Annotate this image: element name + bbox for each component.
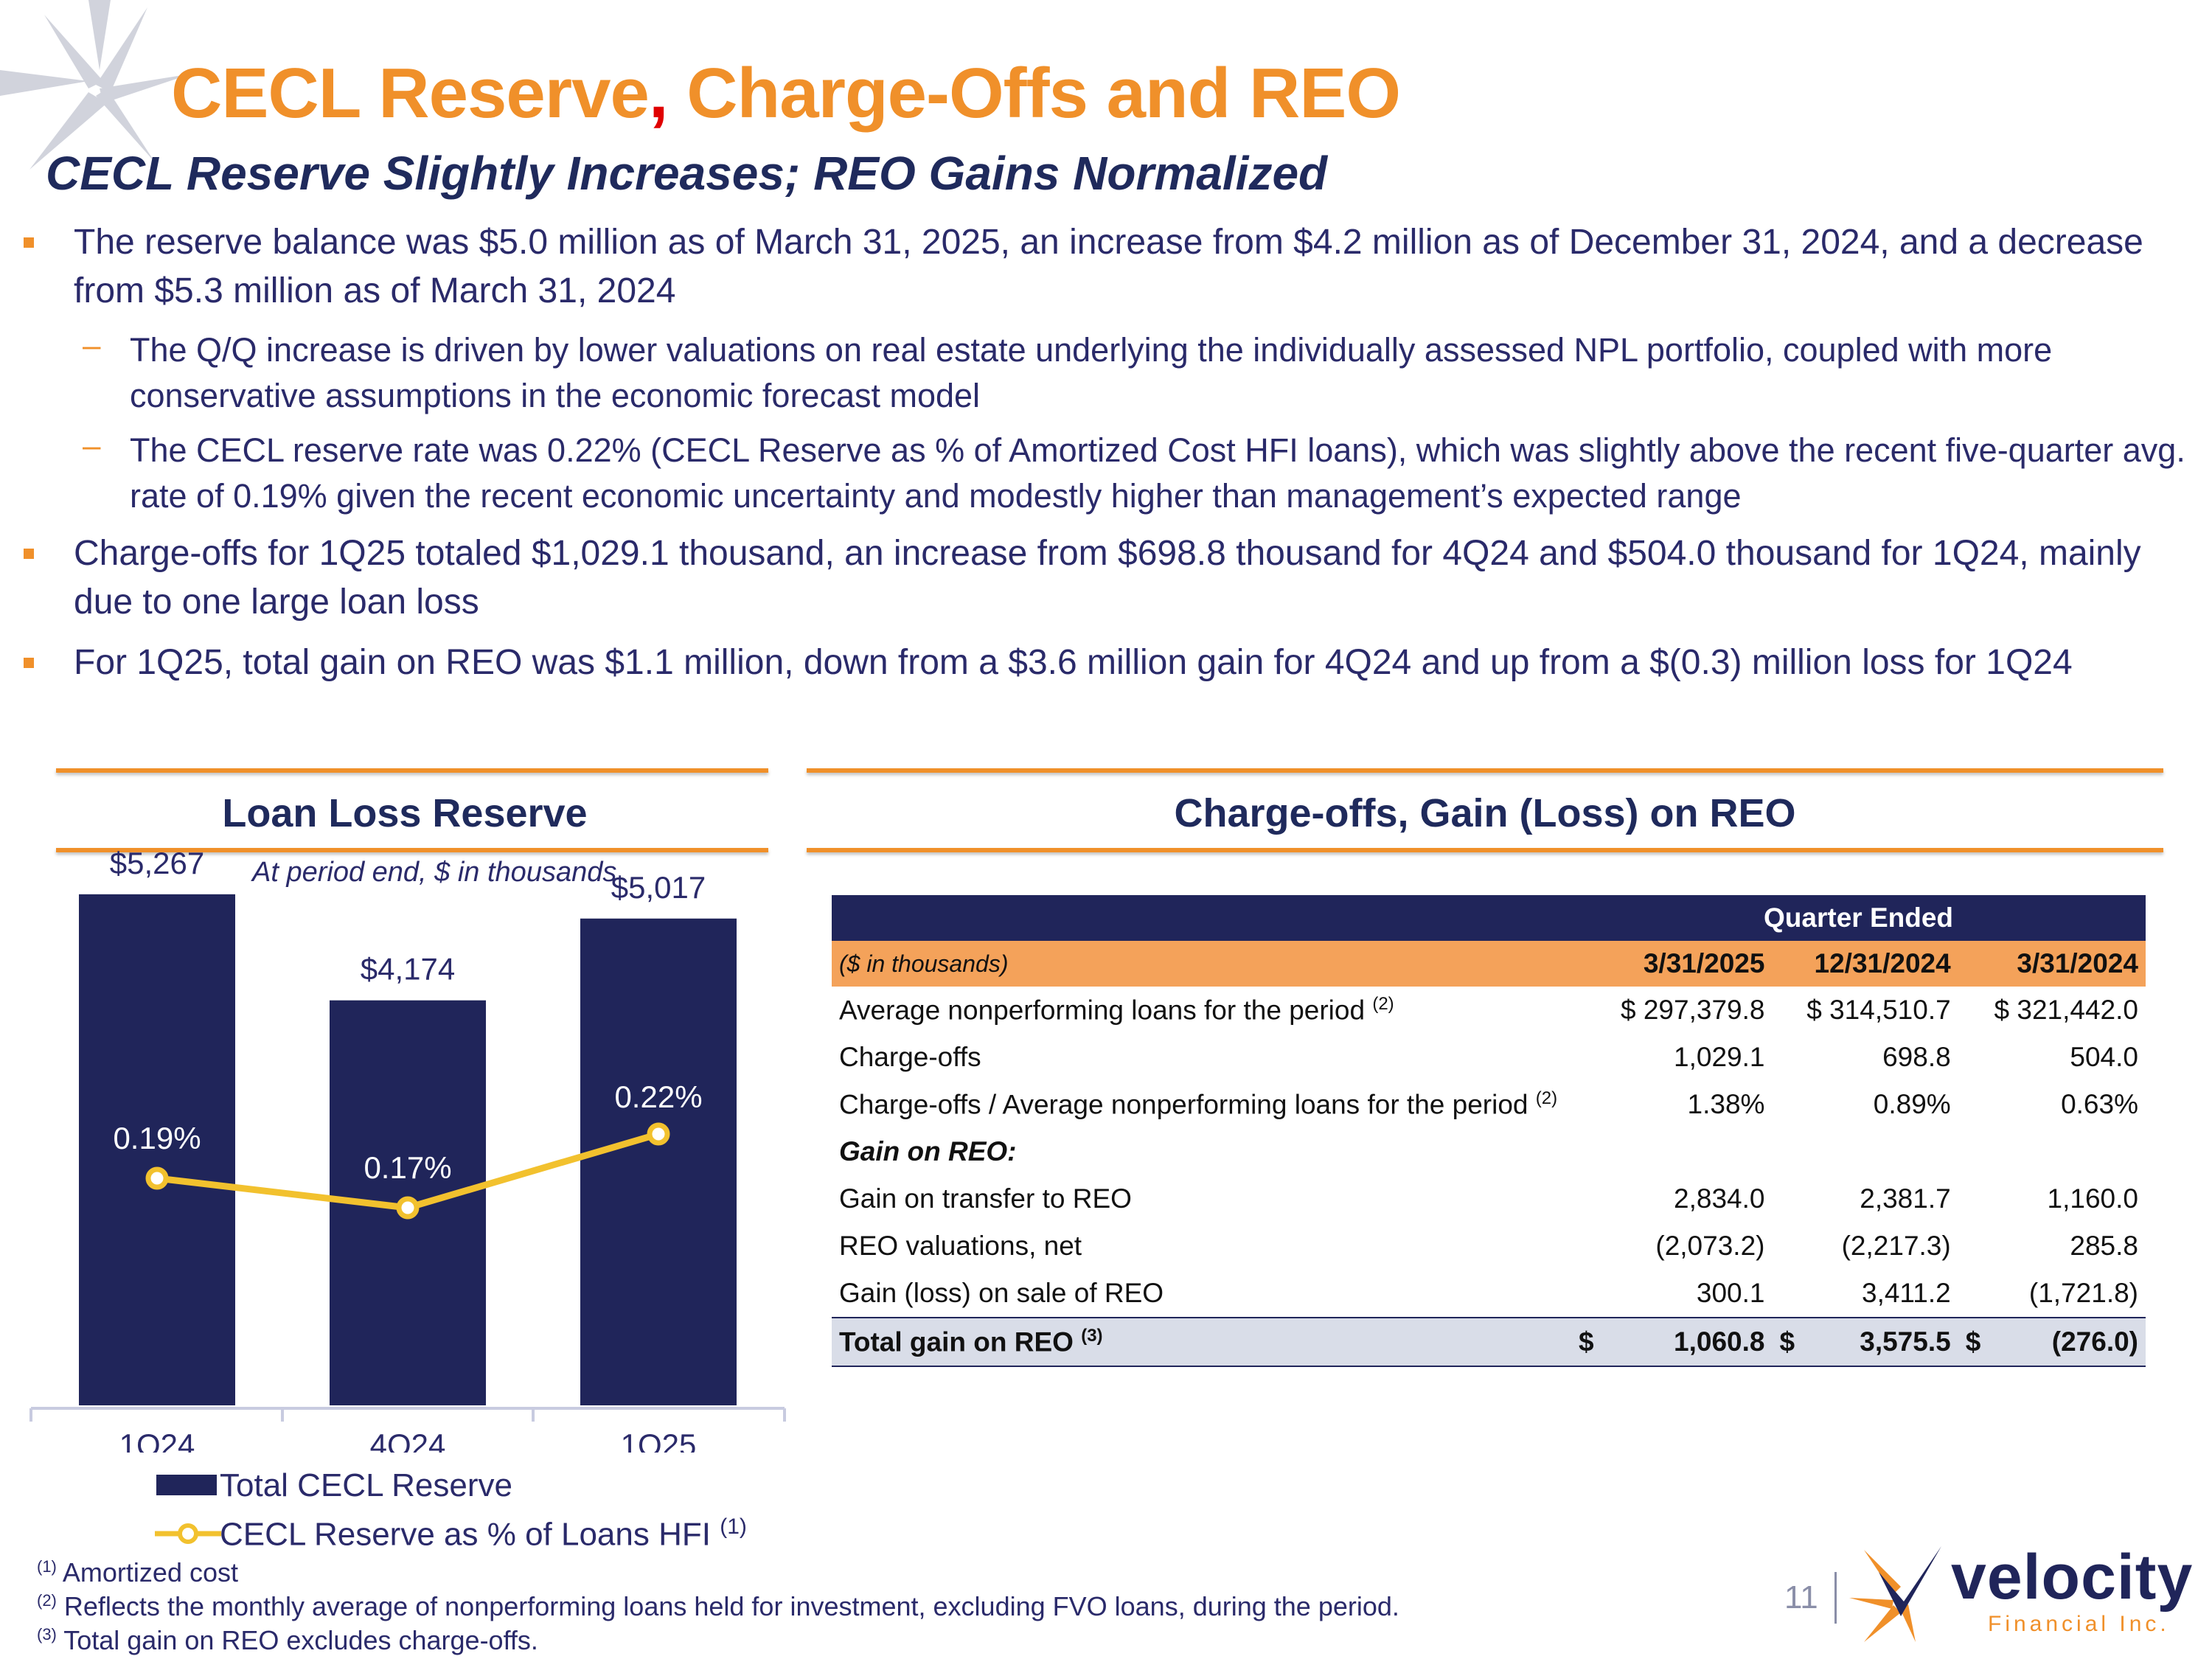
table-row: Charge-offs 1,029.1 698.8 504.0 [832,1034,2146,1081]
cell-value: 0.63% [2061,1089,2138,1119]
cell-value: 698.8 [1882,1042,1951,1072]
cell-value: 1,160.0 [2047,1183,2138,1214]
bullet-charge-offs: Charge-offs for 1Q25 totaled $1,029.1 th… [74,534,2141,622]
column-header: 3/31/2024 [1958,941,2146,987]
x-tick-label: 1Q25 [621,1427,697,1453]
table-total-row: Total gain on REO (3) $1,060.8 $3,575.5 … [832,1317,2146,1367]
slide-title: CECL Reserve, Charge-Offs and REO [171,54,1401,133]
cell-value: 1,029.1 [1674,1042,1765,1072]
row-label: Charge-offs / Average nonperforming loan… [839,1088,1558,1120]
bar-label: $5,017 [611,870,706,905]
bar-label: $5,267 [110,848,204,880]
cell-value: (1,721.8) [2028,1278,2138,1308]
cell-value: $ 321,442.0 [1994,995,2138,1025]
panel-rule-bottom-right [807,848,2163,852]
table-row: Gain on transfer to REO 2,834.0 2,381.7 … [832,1175,2146,1222]
slide-subtitle: CECL Reserve Slightly Increases; REO Gai… [46,147,1328,200]
quarter-ended-header: Quarter Ended [1571,895,2146,941]
sub-bullet-dash: – [83,428,101,464]
line-point [647,1122,670,1146]
bullet-marker [24,549,34,559]
page-number: 11 [1784,1579,1818,1615]
total-label: Total gain on REO (3) [832,1317,1572,1367]
line-point-label: 0.22% [614,1079,702,1114]
cell-value: (2,073.2) [1655,1231,1765,1261]
bar-label: $4,174 [361,952,455,987]
section-label: Gain on REO: [839,1136,1017,1166]
sub-bullet-qq-increase: The Q/Q increase is driven by lower valu… [130,331,2053,414]
line-point [396,1196,420,1220]
line-point-label: 0.19% [113,1121,201,1155]
row-label: Charge-offs [839,1042,981,1072]
logo-wordmark: velocity [1951,1542,2194,1613]
footnote-2: (2) Reflects the monthly average of nonp… [37,1591,1399,1621]
total-value: $3,575.5 [1772,1317,1958,1367]
loan-loss-reserve-chart: $5,267 $4,174 $5,017 0.19% 0.17% 0.22% 1Q24 4… [29,848,786,1453]
row-label: Average nonperforming loans for the peri… [839,994,1394,1026]
x-tick-label: 4Q24 [370,1427,446,1453]
reo-table: Quarter Ended ($ in thousands) 3/31/2025… [832,895,2146,1367]
logo-tagline: Financial Inc. [1988,1612,2170,1636]
cell-value: 0.89% [1873,1089,1951,1119]
table-section-row: Gain on REO: [832,1128,2146,1175]
row-label: Gain on transfer to REO [839,1183,1132,1214]
velocity-logo-icon [1849,1546,1941,1642]
sub-bullet-reserve-rate: The CECL reserve rate was 0.22% (CECL Re… [130,431,2185,515]
footnote-3: (3) Total gain on REO excludes charge-of… [37,1625,538,1655]
bullet-marker [24,658,34,668]
line-point-label: 0.17% [364,1150,451,1185]
cell-value: 2,381.7 [1860,1183,1951,1214]
bullet-reo-gain: For 1Q25, total gain on REO was $1.1 mil… [74,643,2073,682]
cell-value: 285.8 [2070,1231,2138,1261]
legend-bar-swatch [156,1475,217,1495]
table-row: Gain (loss) on sale of REO 300.1 3,411.2… [832,1270,2146,1318]
column-header: 3/31/2025 [1571,941,1773,987]
reo-table-title: Charge-offs, Gain (Loss) on REO [1174,791,1796,835]
bar-1Q25 [580,918,737,1405]
bullet-reserve-balance: The reserve balance was $5.0 million as … [74,223,2143,310]
row-label: Gain (loss) on sale of REO [839,1278,1164,1308]
table-row: REO valuations, net (2,073.2) (2,217.3) … [832,1222,2146,1270]
bullet-marker [24,237,34,248]
chart-note: At period end, $ in thousands [252,857,617,888]
units-label: ($ in thousands) [832,941,1572,987]
decorative-star-icon [0,0,192,170]
legend-line-swatch [155,1523,221,1544]
loan-loss-reserve-title: Loan Loss Reserve [222,791,588,835]
table-group-header-row: Quarter Ended [832,895,2146,941]
line-point [145,1166,169,1190]
panel-rule-top-right [807,768,2163,773]
cell-value: 504.0 [2070,1042,2138,1072]
legend-bar-label: Total CECL Reserve [220,1467,512,1503]
table-row: Charge-offs / Average nonperforming loan… [832,1081,2146,1128]
cell-value: $ 314,510.7 [1806,995,1951,1025]
panel-rule-top-left [56,768,768,773]
column-header: 12/31/2024 [1772,941,1958,987]
total-value: $1,060.8 [1571,1317,1773,1367]
page-divider [1834,1572,1837,1624]
row-label: REO valuations, net [839,1231,1082,1261]
table-row: Average nonperforming loans for the peri… [832,987,2146,1034]
sub-bullet-dash: – [83,327,101,364]
total-value: $ (276.0) [1958,1317,2146,1367]
cell-value: (2,217.3) [1841,1231,1951,1261]
x-tick-label: 1Q24 [119,1427,195,1453]
legend-line-label: CECL Reserve as % of Loans HFI (1) [220,1514,747,1553]
table-column-header-row: ($ in thousands) 3/31/2025 12/31/2024 3/… [832,941,2146,987]
cell-value: 3,411.2 [1862,1278,1951,1308]
bar-1Q24 [79,894,235,1405]
cell-value: 2,834.0 [1674,1183,1765,1214]
cell-value: 300.1 [1696,1278,1765,1308]
footnote-1: (1) Amortized cost [37,1557,238,1587]
cell-value: 1.38% [1687,1089,1765,1119]
panel-rule-bottom-left [56,848,768,852]
cell-value: $ 297,379.8 [1621,995,1765,1025]
